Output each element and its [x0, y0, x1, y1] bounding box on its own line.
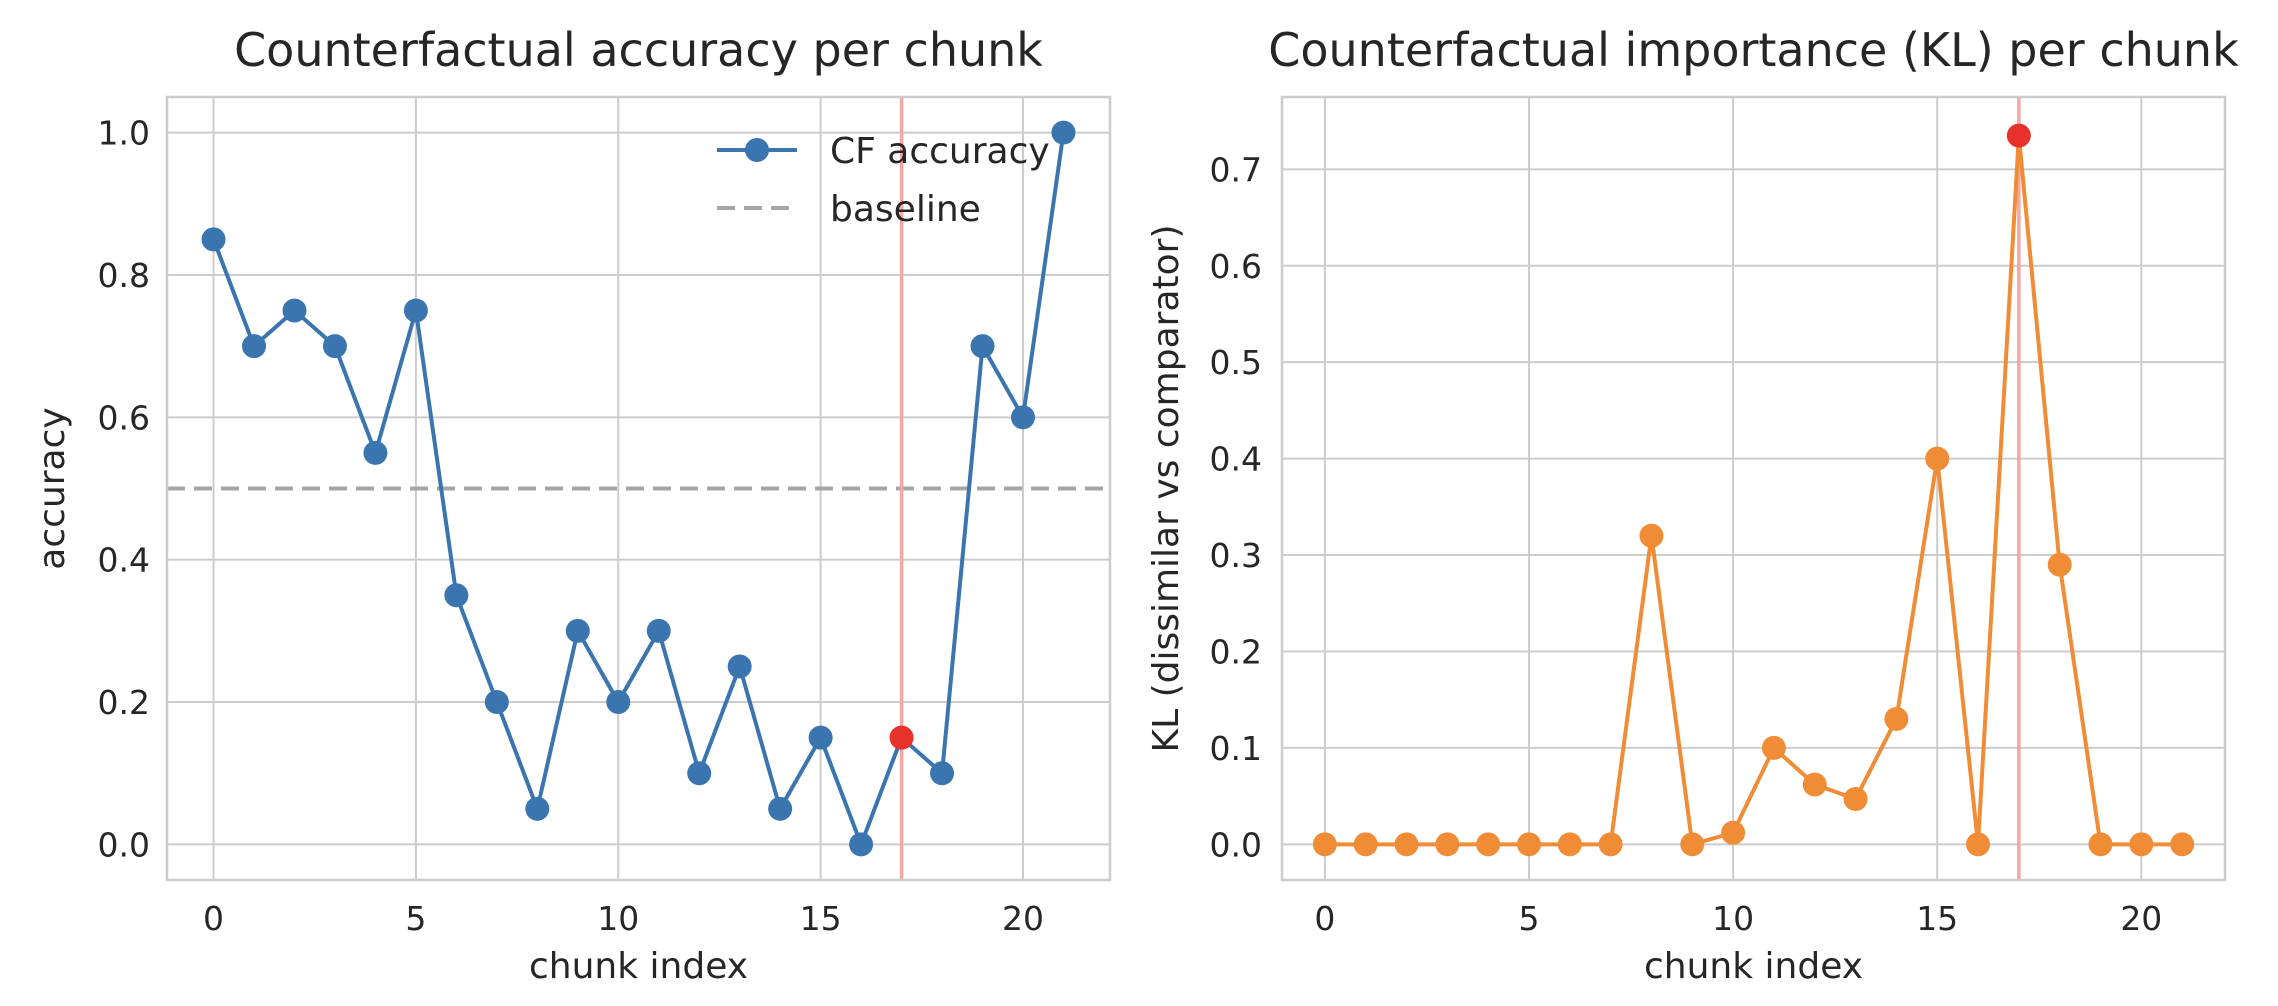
- highlight-point: [2006, 123, 2031, 148]
- data-point: [1394, 832, 1419, 857]
- data-point: [808, 725, 833, 750]
- y-tick-label: 0.6: [98, 398, 150, 437]
- kl-chart: Counterfactual importance (KL) per chunk…: [1146, 23, 2239, 987]
- data-point: [1476, 832, 1501, 857]
- data-point: [849, 832, 874, 857]
- axes-frame: [1280, 95, 2227, 882]
- data-point: [1966, 832, 1991, 857]
- data-point: [970, 334, 995, 359]
- data-point: [1312, 832, 1337, 857]
- grid: [1282, 97, 2225, 880]
- data-point: [1802, 772, 1827, 797]
- data-point: [1010, 405, 1035, 430]
- data-point: [727, 654, 752, 679]
- plot-area: [1312, 97, 2195, 880]
- data-point: [1680, 832, 1705, 857]
- axes-frame: [165, 95, 1112, 882]
- x-axis-label: chunk index: [529, 946, 748, 987]
- data-point: [1598, 832, 1623, 857]
- x-tick-labels: 0 5 10 15 20: [1314, 899, 2162, 938]
- y-tick-label: 0.4: [1210, 440, 1262, 479]
- x-tick-label: 20: [1002, 899, 1044, 938]
- data-point: [242, 334, 267, 359]
- x-tick-label: 10: [597, 899, 639, 938]
- legend: CF accuracy baseline: [717, 131, 1050, 230]
- data-point: [1557, 832, 1582, 857]
- data-point: [768, 796, 793, 821]
- data-point: [282, 298, 307, 323]
- x-tick-label: 15: [800, 899, 842, 938]
- data-point: [1639, 523, 1664, 548]
- y-tick-label: 1.0: [98, 114, 150, 153]
- data-point: [2129, 832, 2154, 857]
- data-point: [2047, 552, 2072, 577]
- y-tick-labels: 0.0 0.1 0.2 0.3 0.4 0.5 0.6 0.7: [1210, 150, 1262, 864]
- data-point: [484, 690, 509, 715]
- series-line: [211, 132, 1066, 847]
- data-point: [606, 690, 631, 715]
- data-point: [322, 334, 347, 359]
- x-tick-label: 5: [405, 899, 426, 938]
- chart-title: Counterfactual importance (KL) per chunk: [1268, 23, 2239, 77]
- grid: [167, 97, 1110, 880]
- data-point: [1353, 832, 1378, 857]
- data-point: [2170, 832, 2195, 857]
- y-tick-label: 0.4: [98, 541, 150, 580]
- y-tick-label: 0.6: [1210, 247, 1262, 286]
- y-tick-label: 0.7: [1210, 150, 1262, 189]
- legend-label-cf-accuracy: CF accuracy: [830, 131, 1050, 172]
- data-point: [646, 618, 671, 643]
- data-point: [1051, 120, 1076, 145]
- data-point: [1516, 832, 1541, 857]
- data-point: [525, 796, 550, 821]
- data-point: [687, 761, 712, 786]
- data-point: [930, 761, 955, 786]
- y-tick-label: 0.2: [1210, 632, 1262, 671]
- x-tick-label: 10: [1712, 899, 1754, 938]
- x-tick-label: 15: [1916, 899, 1958, 938]
- plot-area: [167, 97, 1110, 880]
- x-tick-labels: 0 5 10 15 20: [203, 899, 1044, 938]
- data-point: [1925, 446, 1950, 471]
- data-point: [403, 298, 428, 323]
- chart-title: Counterfactual accuracy per chunk: [234, 23, 1043, 77]
- data-point: [1721, 820, 1746, 845]
- y-tick-label: 0.5: [1210, 343, 1262, 382]
- accuracy-chart: Counterfactual accuracy per chunk chunk …: [32, 23, 1112, 987]
- legend-label-baseline: baseline: [830, 189, 981, 230]
- y-tick-label: 0.1: [1210, 729, 1262, 768]
- data-point: [1884, 706, 1909, 731]
- legend-marker-cf-accuracy: [745, 138, 769, 162]
- data-point: [1761, 735, 1786, 760]
- highlight-point: [889, 725, 914, 750]
- data-point: [201, 227, 226, 252]
- data-point: [565, 618, 590, 643]
- x-tick-label: 0: [203, 899, 224, 938]
- data-point: [363, 440, 388, 465]
- y-tick-label: 0.0: [1210, 825, 1262, 864]
- y-tick-label: 0.8: [98, 256, 150, 295]
- data-point: [1435, 832, 1460, 857]
- data-point: [444, 583, 469, 608]
- x-tick-label: 0: [1314, 899, 1335, 938]
- y-axis-label: KL (dissimilar vs comparator): [1146, 224, 1187, 752]
- y-tick-label: 0.2: [98, 683, 150, 722]
- data-point: [1843, 787, 1868, 811]
- data-point: [2088, 832, 2113, 857]
- x-tick-label: 5: [1518, 899, 1539, 938]
- y-axis-label: accuracy: [32, 407, 73, 569]
- y-tick-label: 0.3: [1210, 536, 1262, 575]
- x-axis-label: chunk index: [1644, 946, 1863, 987]
- y-tick-label: 0.0: [98, 825, 150, 864]
- x-tick-label: 20: [2120, 899, 2162, 938]
- series-line: [1324, 133, 2183, 847]
- y-tick-labels: 0.0 0.2 0.4 0.6 0.8 1.0: [98, 114, 150, 865]
